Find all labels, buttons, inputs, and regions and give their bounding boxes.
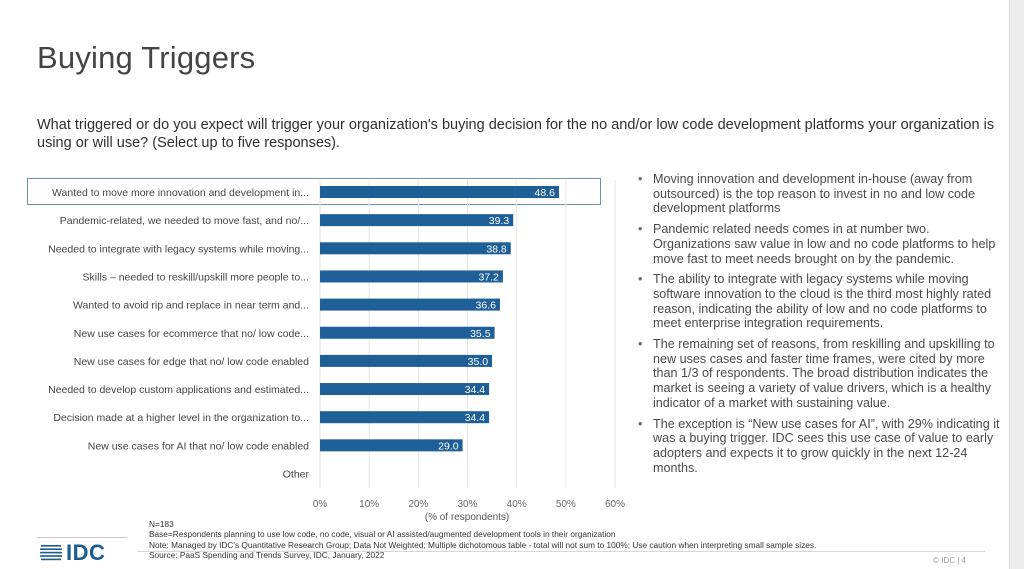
buying-triggers-bar-chart: 48.6 39.3 38.8 37.2 36.6 35.5 35.0 34.4 34.4 29.0… [48,180,625,523]
finding-item: The ability to integrate with legacy sys… [636,272,1006,331]
bar [320,298,500,311]
x-tick-label: 20% [408,499,428,510]
survey-question: What triggered or do you expect will tri… [37,117,995,151]
finding-item: Moving innovation and development in-hou… [636,172,1006,216]
bar-value-label: 35.5 [470,328,491,340]
bar [320,214,514,227]
bar-value-label: 34.4 [465,412,486,424]
copyright-text: © IDC [933,556,955,565]
category-label: Wanted to move more innovation and devel… [52,187,309,199]
x-tick-label: 10% [359,499,379,510]
chart-x-axis-label: (% of respondents) [425,512,510,523]
idc-globe-icon [40,545,62,561]
chart-grid [319,180,616,488]
bar [320,439,463,452]
x-tick-label: 60% [605,499,625,510]
finding-item: The exception is “New use cases for AI”,… [636,417,1006,476]
bar [320,326,495,339]
page-number: 4 [961,556,966,565]
top-bar-highlight-box [27,178,601,205]
chart-category-labels: Wanted to move more innovation and devel… [48,187,309,481]
chart-x-ticks: 0% 10% 20% 30% 40% 50% 60% [313,499,625,510]
idc-logo: IDC [40,540,105,566]
category-label: Other [283,469,310,481]
bar-value-label: 29.0 [438,440,459,452]
method-note: Note: Managed by IDC's Quantitative Rese… [149,539,817,550]
footer-divider [37,537,127,538]
sample-size: N=183 [149,519,174,529]
category-label: Pandemic-related, we needed to move fast… [60,215,309,227]
x-tick-label: 40% [507,499,527,510]
bar [320,354,493,367]
bar [320,411,490,424]
category-label: Needed to integrate with legacy systems … [48,243,309,255]
bar-value-label: 38.8 [486,243,507,255]
category-label: Decision made at a higher level in the o… [53,412,309,424]
category-label: Wanted to avoid rip and replace in near … [73,300,309,312]
bar-value-label: 36.6 [476,300,497,312]
bar-value-label: 34.4 [465,384,486,396]
footer-separator: | [957,556,962,565]
bar-value-label: 39.3 [489,215,510,227]
x-tick-label: 30% [457,499,477,510]
x-tick-label: 50% [556,499,576,510]
bar-value-label: 37.2 [478,271,499,283]
bar [320,270,503,283]
source-note: Source: PaaS Spending and Trends Survey,… [149,550,385,561]
bar-value-label: 35.0 [468,356,489,368]
category-label: New use cases for AI that no/ low code e… [88,440,309,452]
category-label: Skills – needed to reskill/upskill more … [83,271,309,283]
category-label: New use cases for edge that no/ low code… [74,356,309,368]
idc-logo-text: IDC [66,540,106,565]
bar [320,186,559,198]
page-title: Buying Triggers [37,40,256,75]
chart-bars: 48.6 39.3 38.8 37.2 36.6 35.5 35.0 34.4 34.4 29.0 [320,186,559,452]
key-findings-list: Moving innovation and development in-hou… [636,172,1006,481]
bar-value-label: 48.6 [535,187,556,199]
right-edge-strip [1009,0,1024,569]
finding-item: Pandemic related needs comes in at numbe… [636,222,1006,266]
chart-footnotes: N=183 Base=Respondents planning to use l… [149,519,816,561]
category-label: Needed to develop custom applications an… [48,384,309,396]
base-note: Base=Respondents planning to use low cod… [149,529,616,540]
finding-item: The remaining set of reasons, from reski… [636,337,1006,411]
x-tick-label: 0% [313,499,328,510]
bar [320,242,511,255]
footer-divider [137,551,985,552]
category-label: New use cases for ecommerce that no/ low… [74,328,309,340]
bar [320,383,490,396]
page-footer-info: © IDC | 4 [933,556,966,565]
